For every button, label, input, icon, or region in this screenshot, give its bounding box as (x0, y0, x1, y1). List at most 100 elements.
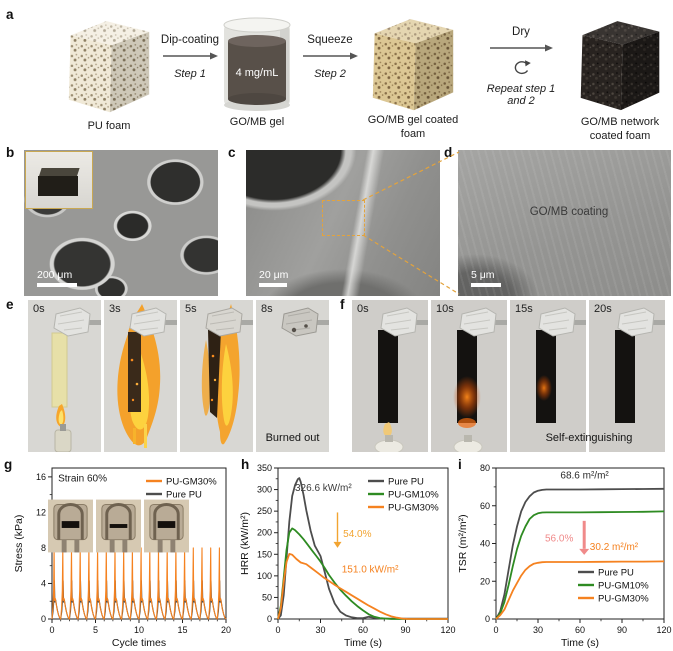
clamp-icon (538, 307, 586, 337)
scale-bar-b-line (37, 283, 77, 287)
svg-text:350: 350 (257, 463, 272, 473)
timestamp: 3s (109, 303, 121, 315)
burn-frame-e3-art (201, 304, 253, 445)
chart-h-series (277, 477, 448, 620)
panel-e-label: e (6, 297, 14, 312)
step1: Dip-coating Step 1 (154, 34, 226, 80)
panel-f-label: f (340, 297, 345, 312)
timestamp: 8s (261, 303, 273, 315)
svg-text:120: 120 (656, 625, 671, 635)
network-coated-foam-caption-l2: coated foam (589, 129, 651, 142)
burn-result-caption: Burned out (265, 432, 320, 444)
svg-text:60: 60 (358, 625, 368, 635)
svg-text:Time (s): Time (s) (344, 637, 382, 649)
network-coated-foam-image (580, 21, 660, 111)
compression-test-photo (48, 499, 93, 553)
burn-frame-f2-art (453, 307, 507, 452)
scale-bar-d-text: 5 μm (471, 268, 495, 281)
chart-i-series (495, 487, 665, 620)
sem-image-foam-pores: 200 μm (24, 150, 218, 296)
svg-text:200: 200 (257, 528, 272, 538)
clamp-icon (129, 307, 177, 337)
svg-text:90: 90 (400, 625, 410, 635)
svg-text:Pure PU: Pure PU (598, 568, 634, 579)
chart-g-series (51, 547, 227, 620)
svg-text:120: 120 (440, 625, 455, 635)
burn-frame-f3: 15s (510, 300, 586, 452)
svg-text:90: 90 (617, 625, 627, 635)
step2: Squeeze Step 2 (300, 34, 360, 80)
chart-i-series-PU-GM30% (495, 560, 665, 620)
roi-dashed-box (322, 200, 365, 236)
chart-g-legend: PU-GM30% Pure PU (146, 477, 217, 501)
svg-text:10: 10 (134, 625, 144, 635)
svg-text:100: 100 (257, 571, 272, 581)
repeat-cycle-icon (514, 60, 531, 75)
svg-text:40: 40 (480, 539, 490, 549)
clamp-icon (459, 307, 507, 337)
chart-h-series-PU-GM10% (277, 527, 448, 620)
chart-g-series-PU-GM30% (51, 547, 227, 620)
timestamp: 0s (357, 303, 369, 315)
step3-name: Dry (512, 26, 530, 38)
burn-test-pu-strip: 0s 3s (28, 300, 329, 452)
burn-frame-e1: 0s (28, 300, 101, 452)
svg-text:0: 0 (267, 614, 272, 624)
arrow-right-icon (163, 52, 218, 60)
network-coated-foam-caption: GO/MB network coated foam (558, 116, 673, 144)
panel-c-label: c (228, 145, 236, 160)
svg-text:Stress (kPa): Stress (kPa) (13, 515, 25, 573)
compression-photos (48, 498, 189, 554)
burn-test-coated-strip: 0s (352, 300, 665, 452)
svg-text:HRR (kW/m²): HRR (kW/m²) (239, 512, 251, 575)
svg-text:PU-GM10%: PU-GM10% (598, 581, 649, 592)
burn-frame-e4-art (281, 307, 329, 337)
svg-text:Time (s): Time (s) (561, 637, 599, 649)
burn-frame-f4-art (615, 307, 665, 423)
svg-text:5: 5 (93, 625, 98, 635)
svg-text:16: 16 (36, 472, 46, 482)
svg-text:PU-GM30%: PU-GM30% (598, 594, 649, 605)
scale-bar-d-line (471, 283, 501, 287)
gel-coated-foam-image (372, 19, 454, 111)
gel-coated-foam-caption-l2: foam (400, 127, 426, 140)
svg-text:12: 12 (36, 507, 46, 517)
svg-text:0: 0 (493, 625, 498, 635)
clamp-icon (281, 307, 329, 337)
clamp-icon (380, 307, 428, 337)
stress-cycle-chart: 0 5 10 15 20 0 4 8 12 16 Cycle times Stress (kPa) PU… (13, 467, 231, 649)
chart-i-drop-arrow (579, 520, 590, 555)
timestamp: 0s (33, 303, 45, 315)
svg-text:30: 30 (315, 625, 325, 635)
foam-photo-inset (25, 151, 93, 209)
step2-name: Squeeze (307, 34, 353, 46)
coating-annotation: GO/MB coating (529, 206, 609, 218)
burn-frame-f4: 20s (589, 300, 665, 452)
chart-i-annotation: 56.0% (545, 534, 573, 545)
svg-text:PU-GM30%: PU-GM30% (388, 503, 439, 514)
burn-frame-f3-art (536, 307, 586, 423)
burn-frame-e1-art (51, 307, 101, 452)
arrow-right-icon (303, 52, 358, 60)
scale-bar-b: 200 μm (37, 268, 77, 287)
gel-coated-foam-caption: GO/MB gel coated foam (350, 114, 476, 142)
scale-bar-d: 5 μm (471, 268, 501, 287)
step2-sub: Step 2 (314, 68, 346, 80)
panel-g-label: g (4, 457, 13, 472)
svg-text:0: 0 (49, 625, 54, 635)
gel-concentration: 4 mg/mL (236, 67, 279, 79)
svg-text:Pure PU: Pure PU (388, 477, 424, 488)
gel-beaker-image: 4 mg/mL (223, 17, 291, 111)
step3: Dry Repeat step 1 and 2 (474, 26, 568, 107)
panel-i-label: i (458, 457, 462, 472)
svg-text:80: 80 (480, 463, 490, 473)
self-extinguishing-caption: Self-extinguishing (545, 432, 633, 444)
compression-test-photo (144, 499, 189, 553)
arrow-right-icon (490, 44, 553, 52)
svg-text:50: 50 (262, 592, 272, 602)
chart-i-annotation: 30.2 m²/m² (590, 542, 639, 553)
burn-frame-e4: 8s Burned out (256, 300, 329, 452)
burn-frame-f2: 10s (431, 300, 507, 452)
panel-h-label: h (241, 457, 250, 472)
scale-bar-b-text: 200 μm (37, 268, 73, 281)
